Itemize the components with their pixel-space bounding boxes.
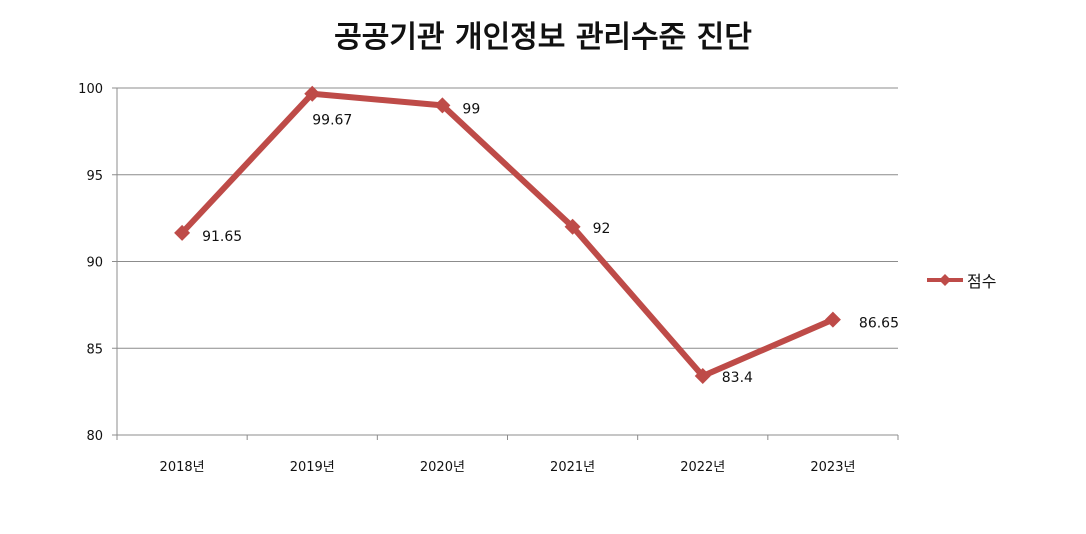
y-tick-labels: 80 85 90 95 100 bbox=[78, 82, 103, 444]
series-score bbox=[174, 85, 841, 385]
data-label: 91.65 bbox=[202, 229, 242, 245]
x-tick-label: 2022년 bbox=[680, 460, 725, 475]
x-tick-label: 2023년 bbox=[810, 460, 855, 475]
data-point bbox=[304, 85, 321, 102]
chart-title: 공공기관 개인정보 관리수준 진단 bbox=[334, 20, 752, 55]
data-label: 83.4 bbox=[722, 370, 753, 386]
data-point bbox=[174, 224, 191, 241]
x-tick-label: 2021년 bbox=[550, 460, 595, 475]
data-point bbox=[434, 97, 451, 114]
y-tick-label: 90 bbox=[86, 256, 103, 271]
x-tick-label: 2020년 bbox=[420, 460, 465, 475]
y-tick-label: 95 bbox=[86, 169, 103, 184]
data-labels: 91.65 99.67 99 92 83.4 86.65 bbox=[202, 101, 899, 386]
x-tick-label: 2018년 bbox=[160, 460, 205, 475]
legend: 점수 bbox=[925, 268, 996, 292]
y-tick-label: 80 bbox=[86, 429, 103, 444]
x-tick-label: 2019년 bbox=[290, 460, 335, 475]
data-point bbox=[694, 368, 711, 385]
y-tick-label: 85 bbox=[86, 342, 103, 357]
axes bbox=[112, 87, 899, 440]
data-label: 92 bbox=[593, 221, 611, 237]
data-label: 99 bbox=[462, 101, 480, 117]
y-tick-label: 100 bbox=[78, 82, 103, 97]
data-label: 86.65 bbox=[859, 316, 899, 332]
legend-label: 점수 bbox=[967, 272, 997, 291]
series-line bbox=[179, 90, 836, 380]
data-point bbox=[824, 311, 841, 328]
gridlines bbox=[117, 87, 898, 349]
x-tick-labels: 2018년 2019년 2020년 2021년 2022년 2023년 bbox=[160, 460, 856, 475]
data-point bbox=[564, 218, 581, 235]
legend-marker-icon bbox=[927, 274, 963, 286]
data-label: 99.67 bbox=[312, 113, 352, 129]
